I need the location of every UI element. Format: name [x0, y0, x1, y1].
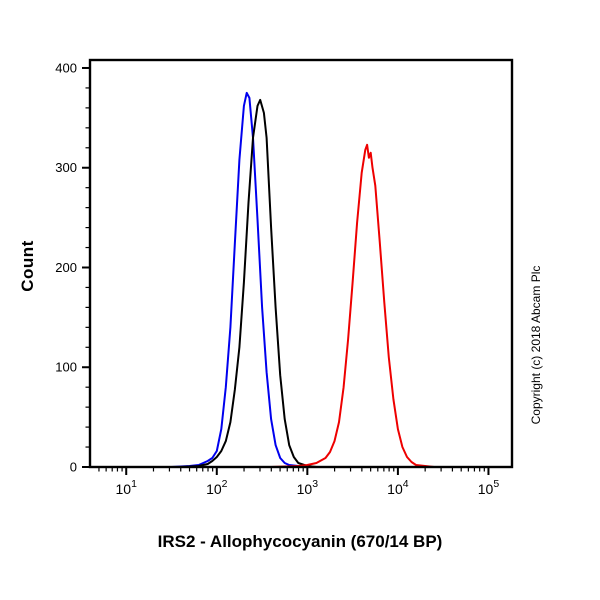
x-tick-label: 105 — [478, 478, 500, 497]
curve-red — [89, 143, 513, 468]
x-tick-label: 103 — [297, 478, 319, 497]
x-tick-label: 101 — [116, 478, 138, 497]
x-tick-label: 104 — [387, 478, 409, 497]
y-axis-title: Count — [18, 240, 37, 292]
x-tick-label: 102 — [206, 478, 228, 497]
y-tick-label: 0 — [70, 460, 77, 475]
y-tick-label: 200 — [55, 260, 77, 275]
curve-blue — [89, 91, 513, 468]
x-axis-title: IRS2 - Allophycocyanin (670/14 BP) — [157, 532, 443, 551]
curve-black — [89, 98, 513, 468]
plot-frame — [88, 58, 514, 469]
y-tick-label: 300 — [55, 160, 77, 175]
y-tick-label: 400 — [55, 60, 77, 75]
y-tick-label: 100 — [55, 360, 77, 375]
copyright-text: Copyright (c) 2018 Abcam Plc — [529, 265, 543, 425]
